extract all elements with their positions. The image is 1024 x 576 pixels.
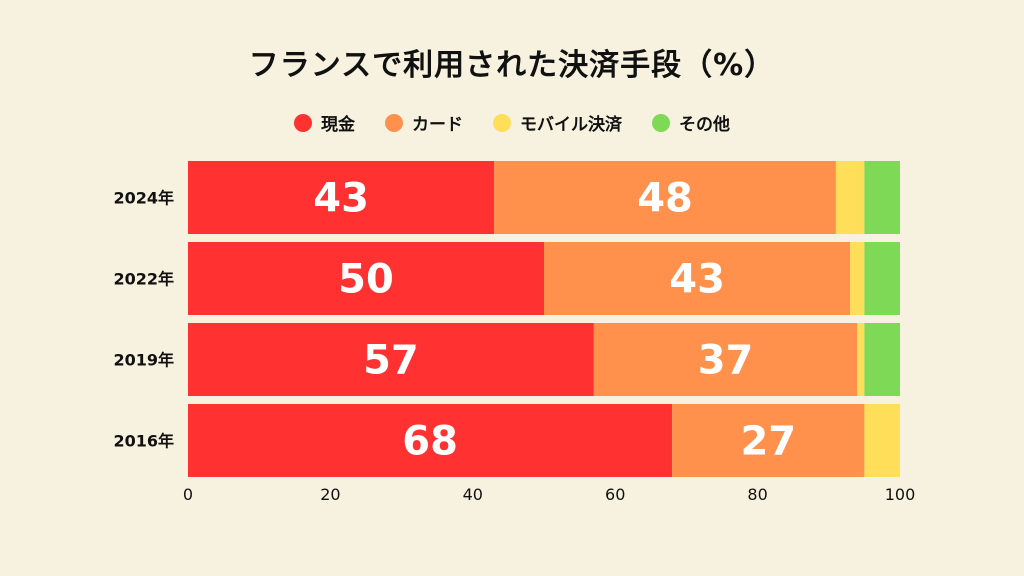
legend-label-card: カード (412, 115, 463, 135)
legend-item-mobile: モバイル決済 (493, 110, 622, 135)
bar-segment (864, 242, 900, 315)
x-tick-label: 60 (605, 485, 625, 504)
y-category-label: 2024年 (113, 189, 174, 208)
bar-segment (188, 323, 594, 396)
data-label: 48 (637, 176, 693, 222)
data-label: 43 (669, 257, 725, 303)
legend-label-cash: 現金 (321, 115, 355, 135)
legend-label-other: その他 (679, 115, 730, 135)
data-label: 43 (313, 176, 369, 222)
data-label: 68 (402, 419, 458, 465)
legend-label-mobile: モバイル決済 (520, 115, 622, 135)
bar-segment (857, 323, 865, 396)
bar-segment (850, 242, 865, 315)
bar-segment (593, 323, 858, 396)
legend-swatch-other (652, 113, 670, 132)
x-tick-label: 20 (320, 485, 340, 504)
data-label: 50 (338, 257, 394, 303)
x-tick-label: 0 (183, 485, 193, 504)
y-category-label: 2022年 (113, 270, 174, 289)
y-category-label: 2016年 (113, 432, 174, 451)
bar-segment (188, 242, 544, 315)
data-label: 37 (698, 338, 754, 384)
chart-title: フランスで利用された決済手段（%） (248, 48, 776, 83)
bar-segment (188, 161, 495, 234)
bar-segment (494, 161, 836, 234)
x-tick-label: 100 (885, 485, 916, 504)
bar-segment (835, 161, 865, 234)
bar-segment (544, 242, 851, 315)
data-label: 27 (740, 419, 796, 465)
legend-item-cash: 現金 (294, 110, 355, 135)
legend-item-other: その他 (652, 110, 730, 135)
x-tick-label: 80 (747, 485, 767, 504)
legend-swatch-mobile (493, 113, 511, 132)
y-category-label: 2019年 (113, 351, 174, 370)
legend: 現金 カード モバイル決済 その他 (0, 110, 1024, 135)
legend-item-card: カード (385, 110, 463, 135)
bar-segment (864, 161, 900, 234)
x-tick-label: 40 (463, 485, 483, 504)
bar-segment (188, 404, 673, 477)
legend-swatch-card (385, 113, 403, 132)
legend-swatch-cash (294, 113, 312, 132)
bar-segment (864, 323, 900, 396)
bar-segment (864, 404, 900, 477)
bar-segment (672, 404, 865, 477)
data-label: 57 (363, 338, 419, 384)
